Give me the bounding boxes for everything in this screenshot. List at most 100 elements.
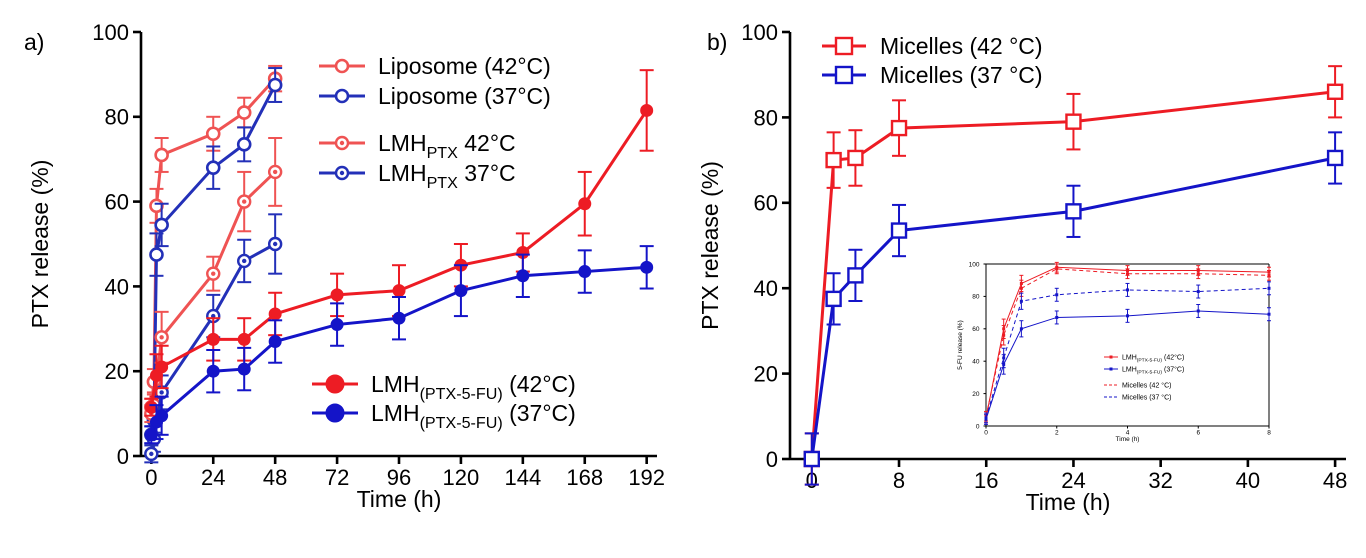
x-tick-label: 40 <box>1236 468 1260 493</box>
data-point <box>154 330 169 345</box>
data-point <box>890 222 908 239</box>
series-line <box>810 156 1336 460</box>
y-tick-label: 100 <box>92 20 129 45</box>
legend-a-item-4: LMH(PTX-5-FU) (42°C) <box>312 371 576 403</box>
data-point <box>1065 113 1082 130</box>
legend-marker <box>334 58 350 74</box>
legend-label: LMH(PTX-5-FU) (37°C) <box>1122 366 1184 376</box>
data-point <box>268 307 282 321</box>
legend-label: Micelles (37 °C) <box>880 62 1043 88</box>
data-point <box>236 194 252 209</box>
x-axis-label: Time (h) <box>1026 489 1111 515</box>
marker-dot <box>211 271 216 276</box>
data-point <box>206 364 220 378</box>
legend-a-item-0: Liposome (42°C) <box>319 53 551 79</box>
panel-label: b) <box>707 29 727 55</box>
data-point <box>1196 309 1200 313</box>
y-tick-label: 0 <box>976 423 980 430</box>
data-point <box>206 332 220 346</box>
legend-label: Micelles (42 °C) <box>1122 382 1171 390</box>
data-point <box>236 137 252 152</box>
data-point <box>1055 315 1059 319</box>
data-point <box>1196 272 1200 276</box>
data-point <box>1065 203 1082 220</box>
data-point <box>155 409 169 423</box>
data-point <box>1055 267 1059 271</box>
data-point <box>205 160 221 175</box>
legend-marker <box>325 403 345 423</box>
y-axis-label: PTX release (%) <box>697 161 723 330</box>
marker-dot <box>242 258 247 264</box>
legend-marker <box>334 165 350 181</box>
legend-b-item-1: Micelles (37 °C) <box>822 62 1043 88</box>
legend-label: Micelles (37 °C) <box>1122 394 1171 402</box>
data-point <box>144 446 159 462</box>
legend-a: Liposome (42°C) Liposome (37°C) LMHPTX 42°… <box>312 53 576 432</box>
legend-marker <box>334 135 350 151</box>
legend-inset-item-2: Micelles (42 °C) <box>1104 382 1171 390</box>
legend-a-item-5: LMH(PTX-5-FU) (37°C) <box>312 400 576 432</box>
data-point <box>205 126 221 142</box>
data-point <box>516 269 530 283</box>
data-point <box>847 149 864 167</box>
legend-marker <box>325 374 345 394</box>
x-tick-label: 24 <box>201 465 225 490</box>
legend-marker <box>834 36 854 56</box>
y-tick-label: 0 <box>766 447 778 472</box>
series-5 <box>144 245 654 445</box>
legend-inset-item-0: LMH(PTX-5-FU) (42°C) <box>1104 354 1184 364</box>
y-tick-label: 100 <box>969 261 980 268</box>
series-line <box>985 310 1270 420</box>
x-tick-label: 144 <box>504 465 541 490</box>
data-point <box>1196 290 1200 294</box>
y-tick-label: 40 <box>754 276 778 301</box>
data-point <box>454 284 468 298</box>
data-point <box>154 217 169 233</box>
marker-dot <box>339 170 345 176</box>
data-point <box>1126 314 1129 318</box>
x-tick-label: 192 <box>628 465 665 490</box>
x-tick-label: 8 <box>1267 430 1271 437</box>
marker-dot <box>159 335 164 340</box>
legend-marker <box>1109 355 1113 359</box>
y-tick-label: 80 <box>754 105 778 130</box>
data-point <box>1267 286 1271 290</box>
data-point <box>144 428 158 442</box>
data-point <box>1267 312 1271 316</box>
marker-dot <box>272 169 278 175</box>
series-1 <box>803 131 1344 486</box>
legend-marker <box>1109 367 1113 371</box>
x-tick-label: 120 <box>443 465 480 490</box>
data-point <box>268 335 282 349</box>
marker-dot <box>159 390 164 395</box>
data-point <box>1055 293 1059 297</box>
data-point <box>155 360 169 374</box>
data-point <box>236 105 252 120</box>
x-tick-label: 6 <box>1196 430 1200 437</box>
series-line <box>810 90 1336 460</box>
legend-inset-item-1: LMH(PTX-5-FU) (37°C) <box>1104 366 1184 376</box>
data-point <box>640 103 654 117</box>
marker-dot <box>149 451 154 457</box>
legend-a-item-3: LMHPTX 37°C <box>319 160 516 192</box>
data-point <box>1267 273 1271 277</box>
legend-inset-item-3: Micelles (37 °C) <box>1104 394 1171 402</box>
data-point <box>267 77 283 93</box>
legend-label: LMHPTX 37°C <box>378 160 516 192</box>
y-tick-label: 60 <box>754 191 778 216</box>
x-tick-label: 168 <box>566 465 603 490</box>
panel-b: 020406080100081624324048Time (h)PTX rele… <box>697 20 1347 515</box>
y-tick-label: 60 <box>105 190 129 215</box>
legend-label: LMHPTX 42°C <box>378 130 516 162</box>
data-point <box>237 332 251 346</box>
data-point <box>1126 272 1129 276</box>
data-point <box>578 197 592 211</box>
y-tick-label: 20 <box>972 391 980 398</box>
y-tick-label: 80 <box>972 294 980 301</box>
x-tick-label: 24 <box>1061 468 1085 493</box>
legend-b: Micelles (42 °C) Micelles (37 °C) <box>822 33 1043 88</box>
x-axis-label: Time (h) <box>357 486 442 512</box>
marker-dot <box>272 241 278 247</box>
data-point <box>825 151 842 169</box>
x-tick-label: 2 <box>1055 430 1059 437</box>
